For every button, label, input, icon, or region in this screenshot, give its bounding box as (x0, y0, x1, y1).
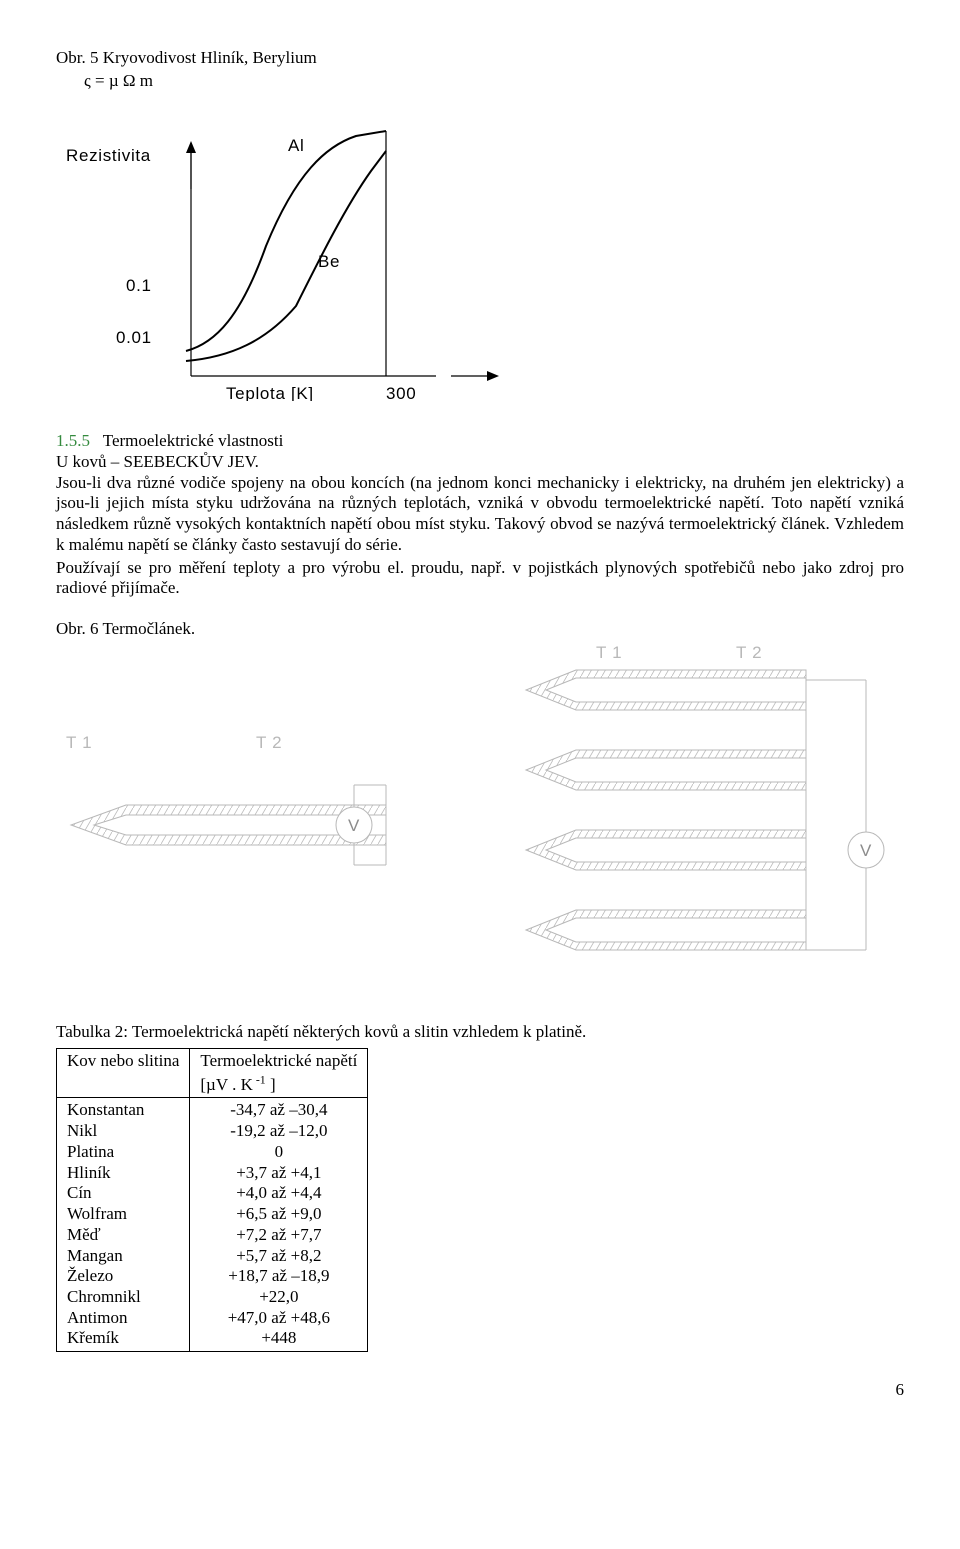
table2-col2a: Termoelektrické napětí (200, 1051, 357, 1070)
fig5-series-al-label: Al (288, 136, 304, 155)
fig6-left-t2: T 2 (256, 733, 282, 752)
arrow-up-icon (186, 141, 196, 153)
fig5-curve-be (186, 151, 386, 361)
table2-col2-header: Termoelektrické napětí [µV . K -1 ] (190, 1049, 368, 1098)
fig6-left-v: V (348, 816, 360, 835)
fig5-ytick-1: 0.1 (126, 276, 152, 295)
arrow-right-icon (487, 371, 499, 381)
table2-caption: Tabulka 2: Termoelektrická napětí někter… (56, 1022, 904, 1043)
section-number: 1.5.5 (56, 431, 90, 450)
section-line2: U kovů – SEEBECKŮV JEV. (56, 452, 904, 473)
table2-col1-header: Kov nebo slitina (57, 1049, 190, 1098)
section-body-2: Používají se pro měření teploty a pro vý… (56, 558, 904, 599)
fig6-caption: Obr. 6 Termočlánek. (56, 619, 904, 640)
table2-col2b-suffix: ] (266, 1075, 276, 1094)
fig5-caption: Obr. 5 Kryovodivost Hliník, Berylium (56, 48, 904, 69)
table2-col2b-exp: -1 (253, 1072, 266, 1086)
fig6-left-thermocouple: V (71, 785, 386, 865)
fig5-xtick: 300 (386, 384, 416, 401)
table2-col2b-prefix: [µV . K (200, 1075, 252, 1094)
fig6-right-t1: T 1 (596, 643, 622, 662)
fig6-left-t1: T 1 (66, 733, 92, 752)
section-body-1: Jsou-li dva různé vodiče spojeny na obou… (56, 473, 904, 556)
page-number: 6 (56, 1380, 904, 1401)
fig5-xaxis-label: Teplota [K] (226, 384, 314, 401)
fig5-yaxis-label: Rezistivita (66, 146, 151, 165)
fig6-diagram: T 1 T 2 T 1 T 2 V V (56, 640, 904, 986)
table2-body-values: -34,7 až –30,4-19,2 až –12,00+3,7 až +4,… (190, 1098, 368, 1352)
fig6-right-stack: V (526, 670, 884, 950)
table2: Kov nebo slitina Termoelektrické napětí … (56, 1048, 368, 1352)
fig6-right-v: V (860, 841, 872, 860)
table2-body-names: KonstantanNiklPlatinaHliníkCínWolframMěď… (57, 1098, 190, 1352)
fig5-greek-line: ς = µ Ω m (84, 71, 904, 92)
fig5-chart: Rezistivita 0.1 0.01 Al Be Teplota [K] 3… (56, 91, 904, 407)
section-heading: 1.5.5 Termoelektrické vlastnosti (56, 431, 904, 452)
fig6-right-t2: T 2 (736, 643, 762, 662)
section-title (94, 431, 103, 450)
fig5-series-be-label: Be (318, 252, 340, 271)
section-title-text: Termoelektrické vlastnosti (103, 431, 284, 450)
fig5-ytick-2: 0.01 (116, 328, 152, 347)
